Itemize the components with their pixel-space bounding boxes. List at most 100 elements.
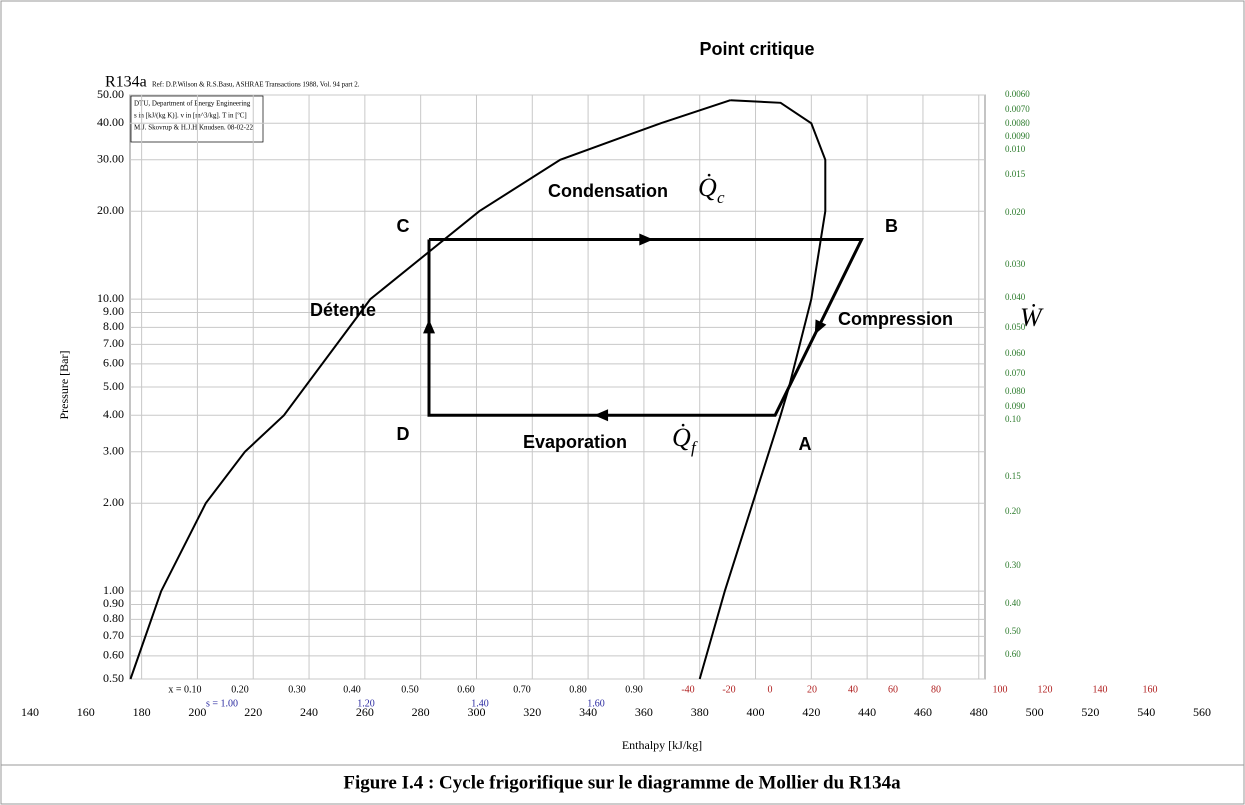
x-tick-label: 160 <box>77 705 95 719</box>
y-tick-label: 7.00 <box>103 336 124 350</box>
entropy-label: 1.20 <box>357 698 375 709</box>
x-tick-label: 180 <box>133 705 151 719</box>
x-tick-label: 440 <box>858 705 876 719</box>
temperature-label: 140 <box>1093 684 1108 695</box>
x-tick-label: 380 <box>691 705 709 719</box>
volume-label: 0.080 <box>1005 386 1026 396</box>
annotation-symbol: Ẇ <box>1020 303 1044 332</box>
volume-label: 0.0070 <box>1005 104 1030 114</box>
x-tick-label: 300 <box>467 705 485 719</box>
quality-label: 0.80 <box>569 684 587 695</box>
chart-title: R134a <box>105 74 147 91</box>
quality-label: 0.60 <box>457 684 475 695</box>
quality-label: 0.90 <box>625 684 643 695</box>
volume-label: 0.60 <box>1005 649 1021 659</box>
temperature-label: 40 <box>848 684 858 695</box>
quality-label: 0.20 <box>231 684 249 695</box>
temperature-label: 100 <box>993 684 1008 695</box>
quality-label: 0.30 <box>288 684 306 695</box>
temperature-label: 0 <box>768 684 773 695</box>
volume-label: 0.015 <box>1005 169 1026 179</box>
x-tick-label: 260 <box>356 705 374 719</box>
x-tick-label: 360 <box>635 705 653 719</box>
temperature-label: -20 <box>722 684 735 695</box>
y-tick-label: 10.00 <box>97 291 124 305</box>
x-tick-label: 340 <box>579 705 597 719</box>
annotation: Détente <box>310 300 376 320</box>
y-tick-label: 2.00 <box>103 495 124 509</box>
chart-subtitle: Ref: D.P.Wilson & R.S.Basu, ASHRAE Trans… <box>152 81 360 89</box>
x-tick-label: 560 <box>1193 705 1211 719</box>
volume-label: 0.030 <box>1005 259 1026 269</box>
entropy-label: 1.60 <box>587 698 605 709</box>
x-tick-label: 480 <box>970 705 988 719</box>
cycle-arrow <box>814 319 827 335</box>
x-tick-label: 140 <box>21 705 39 719</box>
annotation-subscript: f <box>691 438 698 457</box>
quality-label: x = 0.10 <box>168 684 201 695</box>
volume-label: 0.090 <box>1005 401 1026 411</box>
volume-label: 0.050 <box>1005 322 1026 332</box>
volume-label: 0.020 <box>1005 207 1026 217</box>
temperature-label: 20 <box>807 684 817 695</box>
quality-label: 0.50 <box>401 684 419 695</box>
volume-label: 0.10 <box>1005 414 1021 424</box>
annotation-symbol: Q̇ <box>698 173 717 202</box>
volume-label: 0.060 <box>1005 348 1026 358</box>
temperature-label: 60 <box>888 684 898 695</box>
y-tick-label: 0.80 <box>103 611 124 625</box>
point-label: D <box>397 424 410 444</box>
y-tick-label: 0.70 <box>103 628 124 642</box>
y-tick-label: 3.00 <box>103 444 124 458</box>
x-tick-label: 320 <box>523 705 541 719</box>
info-line: M.J. Skovrup & H.J.H Knudsen. 08-02-22 <box>134 124 254 132</box>
quality-label: 0.70 <box>513 684 531 695</box>
y-tick-label: 0.60 <box>103 648 124 662</box>
info-line: DTU, Department of Energy Engineering <box>134 100 251 108</box>
x-tick-label: 240 <box>300 705 318 719</box>
y-tick-label: 1.00 <box>103 583 124 597</box>
volume-label: 0.30 <box>1005 560 1021 570</box>
y-tick-label: 6.00 <box>103 356 124 370</box>
info-line: s in [kJ/(kg K)]. v in [m^3/kg]. T in [º… <box>134 112 247 120</box>
saturation-line <box>129 99 731 680</box>
x-tick-label: 520 <box>1081 705 1099 719</box>
volume-label: 0.0080 <box>1005 118 1030 128</box>
x-tick-label: 420 <box>802 705 820 719</box>
entropy-label: 1.40 <box>471 698 489 709</box>
x-tick-label: 200 <box>188 705 206 719</box>
x-tick-label: 280 <box>412 705 430 719</box>
volume-label: 0.0060 <box>1005 89 1030 99</box>
y-tick-label: 0.90 <box>103 596 124 610</box>
y-tick-label: 5.00 <box>103 379 124 393</box>
y-tick-label: 0.50 <box>103 671 124 685</box>
y-axis-label: Pressure [Bar] <box>57 351 71 420</box>
quality-label: 0.40 <box>343 684 361 695</box>
point-label: B <box>885 216 898 236</box>
cycle-arrow <box>594 409 609 422</box>
cycle-arrow <box>423 319 436 334</box>
volume-label: 0.40 <box>1005 598 1021 608</box>
y-tick-label: 40.00 <box>97 115 124 129</box>
y-tick-label: 4.00 <box>103 407 124 421</box>
y-tick-label: 50.00 <box>97 87 124 101</box>
x-tick-label: 540 <box>1137 705 1155 719</box>
annotation-symbol: Q̇ <box>672 423 691 452</box>
y-tick-label: 30.00 <box>97 152 124 166</box>
y-tick-label: 9.00 <box>103 304 124 318</box>
annotation: Condensation <box>548 181 668 201</box>
y-tick-label: 8.00 <box>103 319 124 333</box>
entropy-label: s = 1.00 <box>206 698 238 709</box>
temperature-label: -40 <box>681 684 694 695</box>
volume-label: 0.0090 <box>1005 131 1030 141</box>
saturation-line <box>698 99 827 680</box>
volume-label: 0.20 <box>1005 506 1021 516</box>
annotation: Evaporation <box>523 432 627 452</box>
x-tick-label: 500 <box>1026 705 1044 719</box>
x-tick-label: 400 <box>747 705 765 719</box>
volume-label: 0.040 <box>1005 292 1026 302</box>
volume-label: 0.070 <box>1005 368 1026 378</box>
volume-label: 0.010 <box>1005 144 1026 154</box>
x-tick-label: 220 <box>244 705 262 719</box>
annotation-subscript: c <box>717 188 725 207</box>
